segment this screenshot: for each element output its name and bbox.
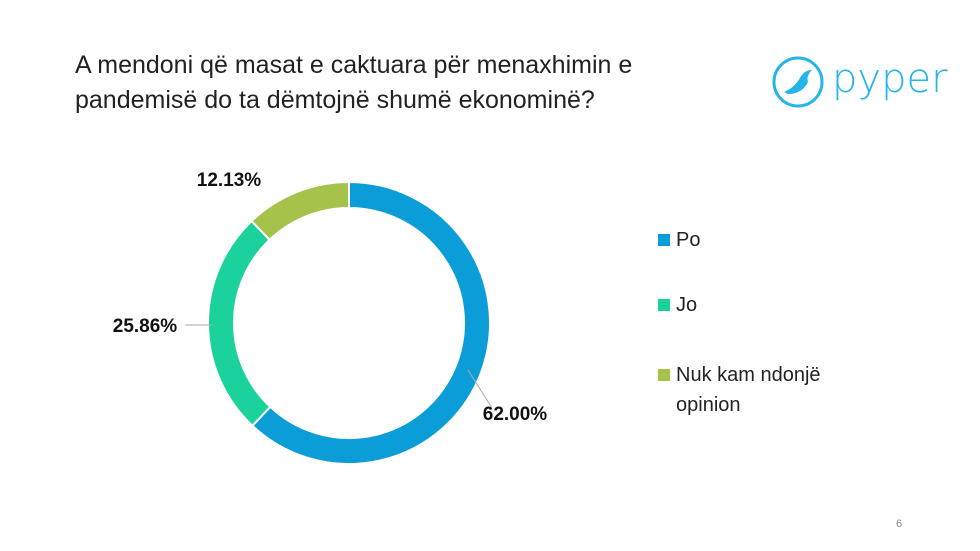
legend-item: Po <box>658 225 878 255</box>
legend-label: Nuk kam ndonjë opinion <box>676 364 821 416</box>
legend-label: Jo <box>676 294 698 316</box>
legend-label: Po <box>676 229 701 251</box>
donut-segment <box>251 180 491 465</box>
data-label: 12.13% <box>197 170 262 191</box>
leader-line <box>467 369 493 409</box>
logo: pyper <box>772 56 948 108</box>
donut-segment <box>250 180 350 242</box>
legend-swatch <box>658 234 670 246</box>
legend-item: Nuk kam ndonjë opinion <box>658 360 878 420</box>
page-number: 6 <box>896 518 903 530</box>
donut-segment <box>207 219 272 428</box>
legend-item: Jo <box>658 290 878 320</box>
legend-swatch <box>658 369 670 381</box>
data-label: 25.86% <box>113 316 178 337</box>
chart-title: A mendoni që masat e caktuara për menaxh… <box>75 51 633 114</box>
data-label: 62.00% <box>483 404 548 425</box>
legend-swatch <box>658 299 670 311</box>
logo-text: pyper <box>832 56 948 102</box>
